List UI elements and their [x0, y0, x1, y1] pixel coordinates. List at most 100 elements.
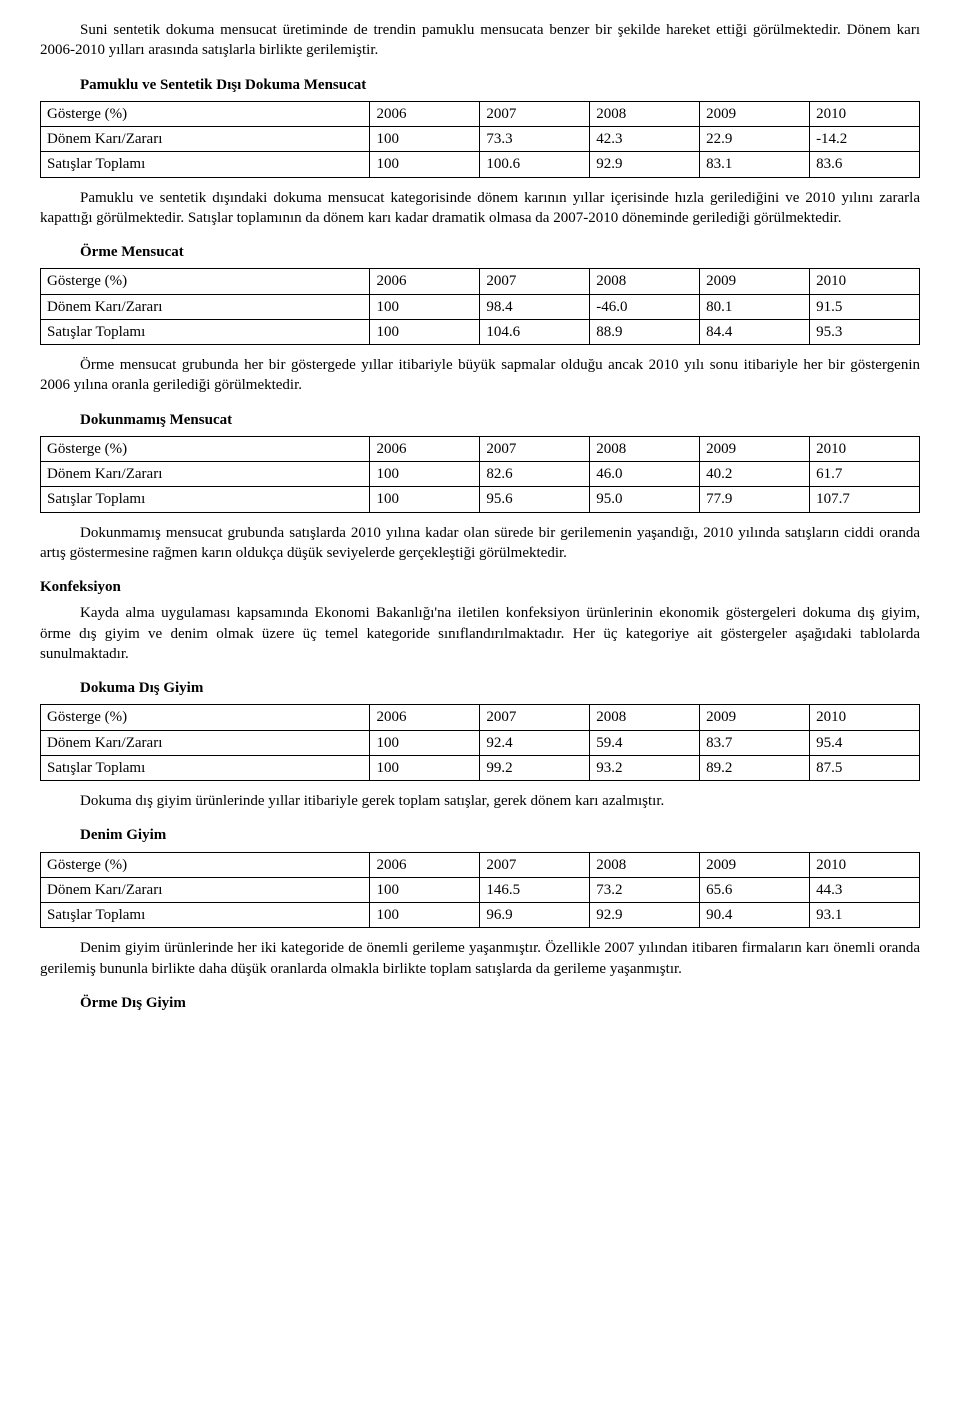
cell: 40.2 [700, 462, 810, 487]
row-label: Dönem Karı/Zararı [41, 730, 370, 755]
row-label: Dönem Karı/Zararı [41, 294, 370, 319]
row-label: Satışlar Toplamı [41, 755, 370, 780]
table-dokuma-dis-giyim: Gösterge (%) 2006 2007 2008 2009 2010 Dö… [40, 704, 920, 781]
col-year: 2007 [480, 436, 590, 461]
cell: 83.7 [700, 730, 810, 755]
table2-title: Örme Mensucat [80, 242, 920, 262]
col-year: 2008 [590, 269, 700, 294]
table-row: Satışlar Toplamı 100 99.2 93.2 89.2 87.5 [41, 755, 920, 780]
cell: 95.3 [810, 319, 920, 344]
konfeksiyon-heading: Konfeksiyon [40, 577, 920, 597]
col-year: 2010 [810, 269, 920, 294]
table-denim-giyim: Gösterge (%) 2006 2007 2008 2009 2010 Dö… [40, 852, 920, 929]
cell: 73.2 [590, 877, 700, 902]
table-header-row: Gösterge (%) 2006 2007 2008 2009 2010 [41, 852, 920, 877]
cell: 91.5 [810, 294, 920, 319]
col-year: 2008 [590, 852, 700, 877]
cell: 100 [370, 462, 480, 487]
cell: 88.9 [590, 319, 700, 344]
cell: 83.6 [810, 152, 920, 177]
cell: 104.6 [480, 319, 590, 344]
cell: 93.1 [810, 903, 920, 928]
col-year: 2007 [480, 852, 590, 877]
cell: 100 [370, 127, 480, 152]
col-year: 2007 [480, 269, 590, 294]
cell: 80.1 [700, 294, 810, 319]
cell: 100 [370, 294, 480, 319]
cell: 46.0 [590, 462, 700, 487]
intro-paragraph: Suni sentetik dokuma mensucat üretiminde… [40, 20, 920, 61]
cell: 22.9 [700, 127, 810, 152]
col-year: 2009 [700, 269, 810, 294]
col-year: 2010 [810, 852, 920, 877]
cell: 65.6 [700, 877, 810, 902]
col-year: 2006 [370, 852, 480, 877]
cell: 100 [370, 730, 480, 755]
table-row: Satışlar Toplamı 100 104.6 88.9 84.4 95.… [41, 319, 920, 344]
cell: 93.2 [590, 755, 700, 780]
col-year: 2010 [810, 101, 920, 126]
col-year: 2006 [370, 101, 480, 126]
row-label: Satışlar Toplamı [41, 319, 370, 344]
table-row: Satışlar Toplamı 100 96.9 92.9 90.4 93.1 [41, 903, 920, 928]
col-year: 2006 [370, 436, 480, 461]
cell: 99.2 [480, 755, 590, 780]
cell: 100 [370, 903, 480, 928]
cell: 107.7 [810, 487, 920, 512]
cell: 100 [370, 877, 480, 902]
table-row: Dönem Karı/Zararı 100 92.4 59.4 83.7 95.… [41, 730, 920, 755]
row-label: Dönem Karı/Zararı [41, 127, 370, 152]
table-row: Satışlar Toplamı 100 100.6 92.9 83.1 83.… [41, 152, 920, 177]
table4-title: Dokuma Dış Giyim [80, 678, 920, 698]
col-year: 2008 [590, 705, 700, 730]
cell: 89.2 [700, 755, 810, 780]
cell: 92.9 [590, 903, 700, 928]
cell: 87.5 [810, 755, 920, 780]
row-label: Satışlar Toplamı [41, 152, 370, 177]
paragraph: Örme mensucat grubunda her bir gösterged… [40, 355, 920, 396]
cell: -14.2 [810, 127, 920, 152]
col-year: 2007 [480, 705, 590, 730]
table-header-row: Gösterge (%) 2006 2007 2008 2009 2010 [41, 101, 920, 126]
col-year: 2007 [480, 101, 590, 126]
cell: -46.0 [590, 294, 700, 319]
table-header-row: Gösterge (%) 2006 2007 2008 2009 2010 [41, 269, 920, 294]
row-label: Satışlar Toplamı [41, 487, 370, 512]
cell: 82.6 [480, 462, 590, 487]
col-year: 2006 [370, 705, 480, 730]
cell: 73.3 [480, 127, 590, 152]
cell: 44.3 [810, 877, 920, 902]
col-year: 2009 [700, 436, 810, 461]
col-gosterge: Gösterge (%) [41, 436, 370, 461]
cell: 95.6 [480, 487, 590, 512]
table6-title: Örme Dış Giyim [80, 993, 920, 1013]
table-row: Dönem Karı/Zararı 100 146.5 73.2 65.6 44… [41, 877, 920, 902]
table-row: Satışlar Toplamı 100 95.6 95.0 77.9 107.… [41, 487, 920, 512]
cell: 59.4 [590, 730, 700, 755]
cell: 90.4 [700, 903, 810, 928]
table-row: Dönem Karı/Zararı 100 82.6 46.0 40.2 61.… [41, 462, 920, 487]
col-year: 2009 [700, 101, 810, 126]
table5-title: Denim Giyim [80, 825, 920, 845]
cell: 77.9 [700, 487, 810, 512]
col-year: 2010 [810, 436, 920, 461]
table3-title: Dokunmamış Mensucat [80, 410, 920, 430]
col-year: 2008 [590, 436, 700, 461]
table-header-row: Gösterge (%) 2006 2007 2008 2009 2010 [41, 705, 920, 730]
paragraph: Kayda alma uygulaması kapsamında Ekonomi… [40, 603, 920, 664]
cell: 100 [370, 755, 480, 780]
cell: 100.6 [480, 152, 590, 177]
col-gosterge: Gösterge (%) [41, 705, 370, 730]
table1-title: Pamuklu ve Sentetik Dışı Dokuma Mensucat [80, 75, 920, 95]
cell: 95.0 [590, 487, 700, 512]
cell: 42.3 [590, 127, 700, 152]
cell: 92.9 [590, 152, 700, 177]
col-year: 2009 [700, 852, 810, 877]
table-header-row: Gösterge (%) 2006 2007 2008 2009 2010 [41, 436, 920, 461]
row-label: Satışlar Toplamı [41, 903, 370, 928]
col-gosterge: Gösterge (%) [41, 269, 370, 294]
row-label: Dönem Karı/Zararı [41, 462, 370, 487]
table-pamuklu-sentetik: Gösterge (%) 2006 2007 2008 2009 2010 Dö… [40, 101, 920, 178]
col-year: 2010 [810, 705, 920, 730]
col-gosterge: Gösterge (%) [41, 101, 370, 126]
